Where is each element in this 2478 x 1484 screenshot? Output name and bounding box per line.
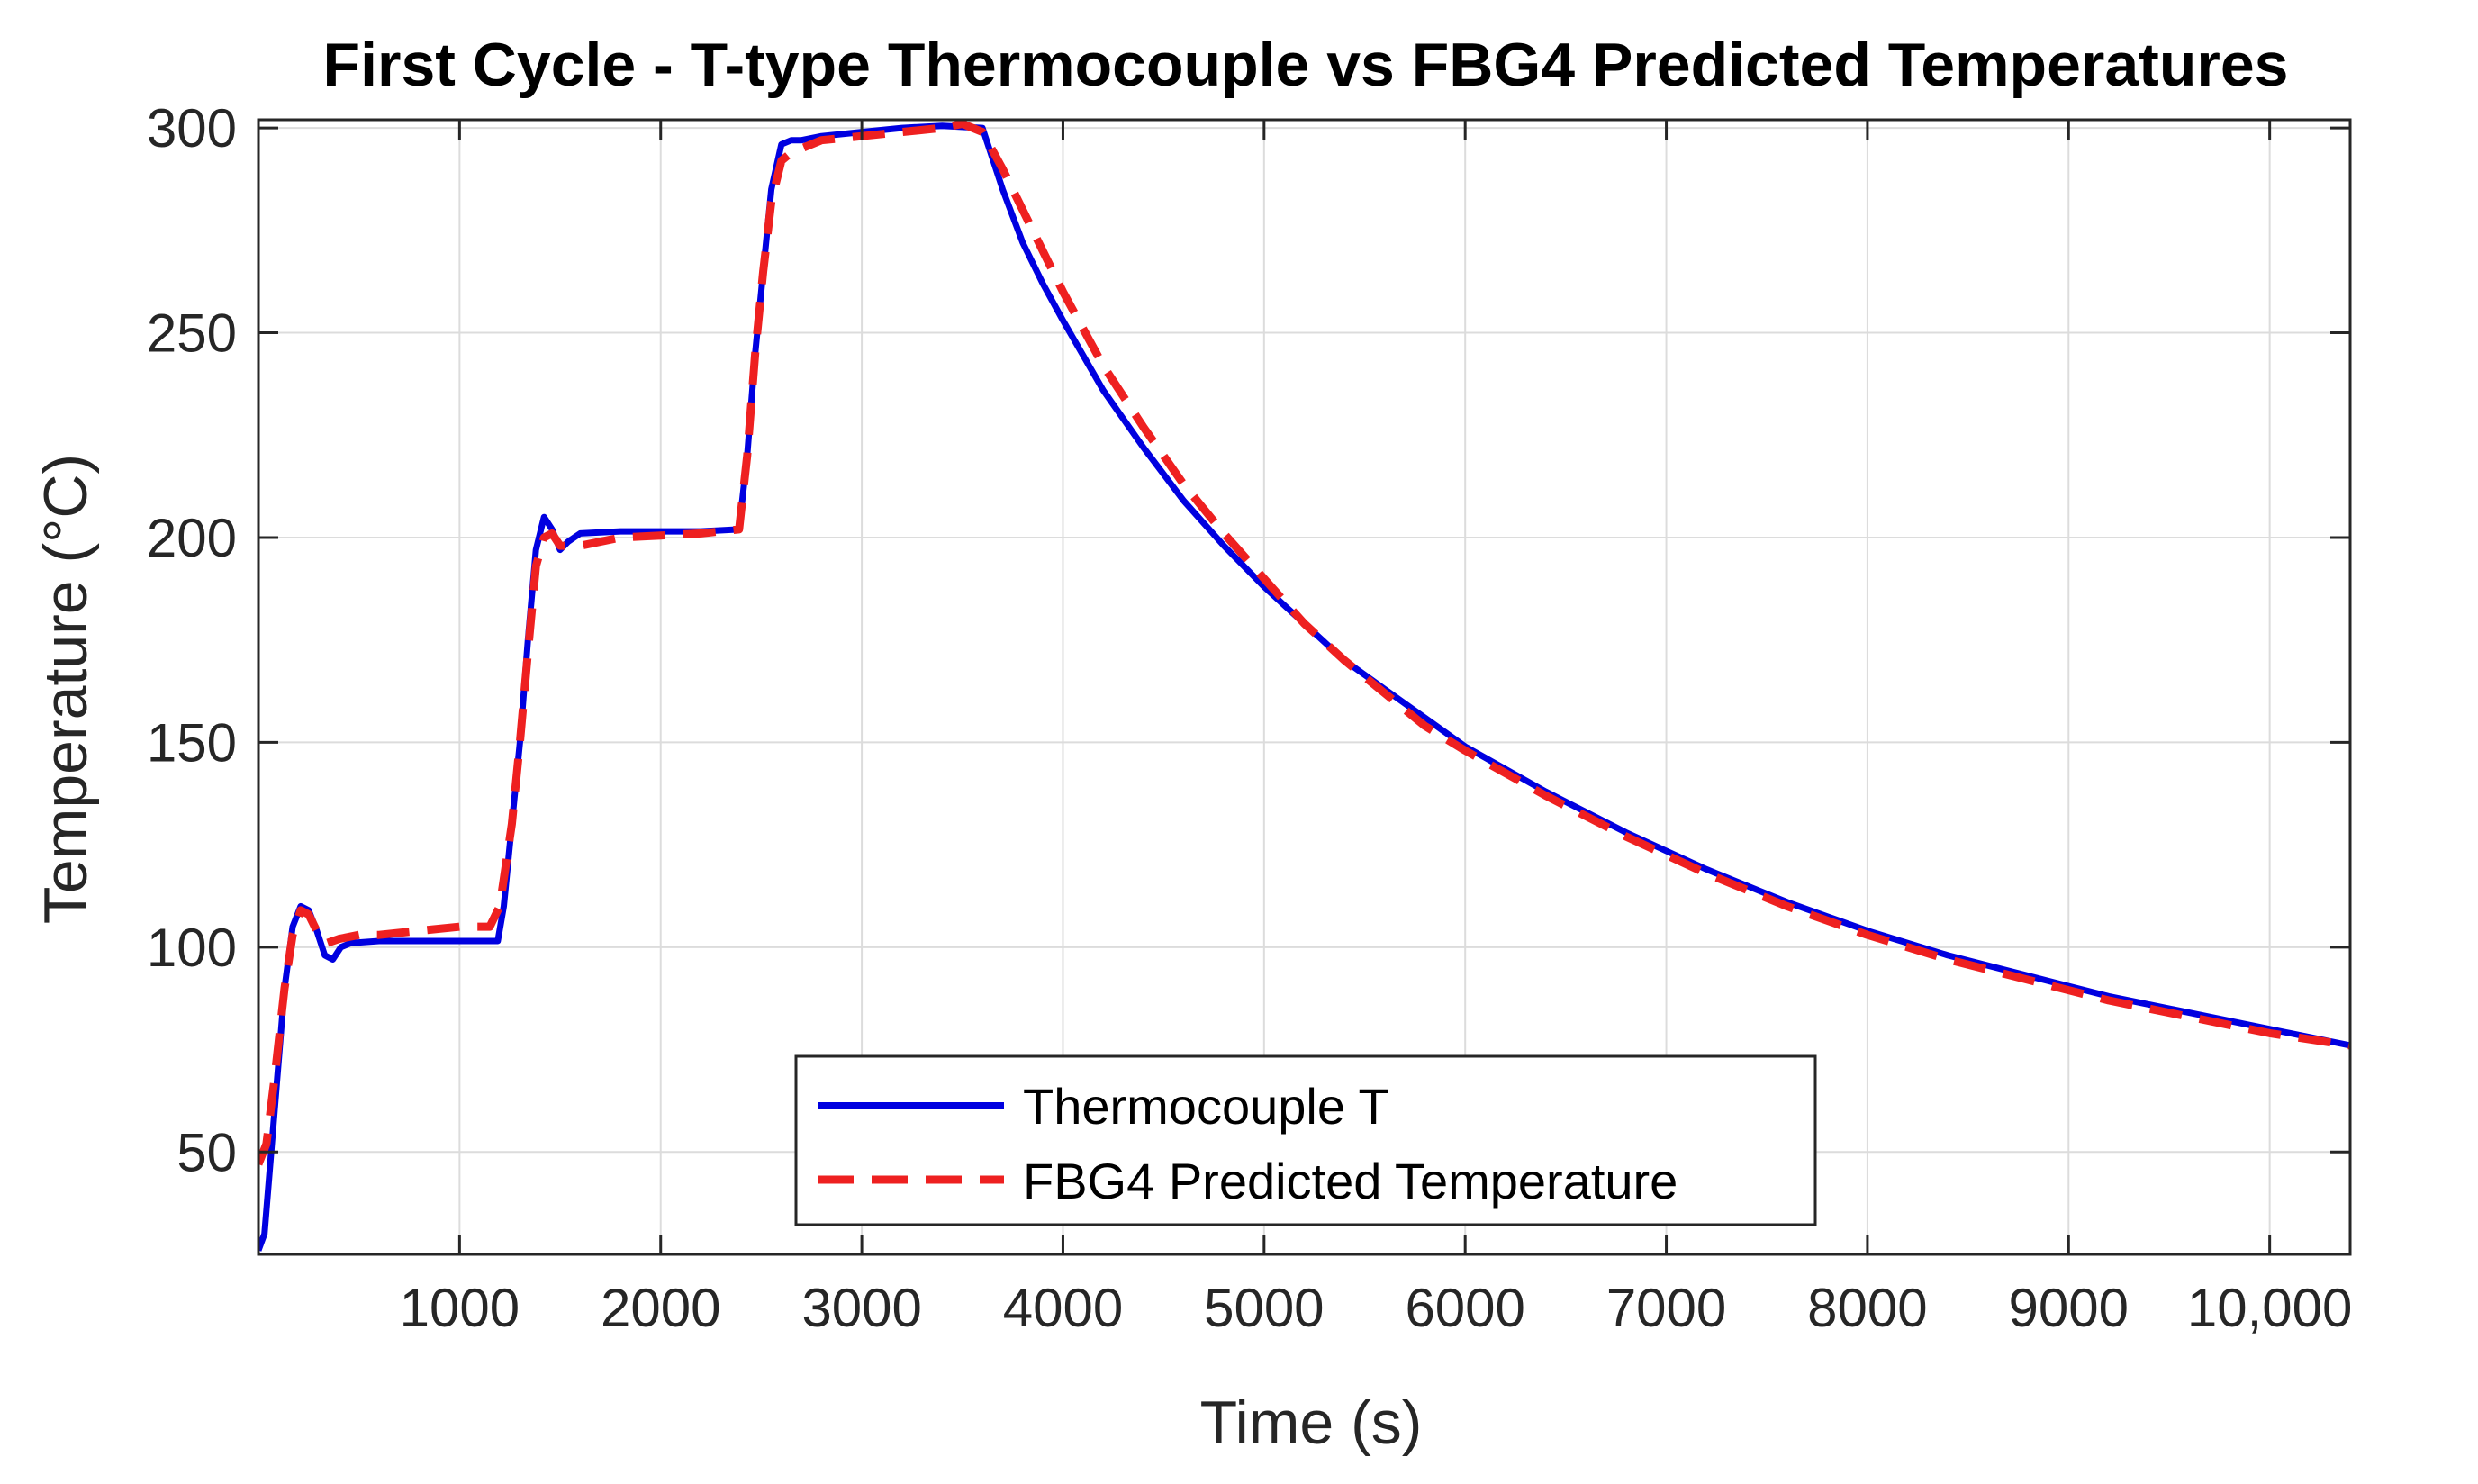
x-tick-label: 10,000 <box>2187 1278 2353 1338</box>
legend-label-fbg4: FBG4 Predicted Temperature <box>1023 1153 1678 1209</box>
y-tick-labels: 50 100 150 200 250 300 <box>147 98 237 1182</box>
x-tick-label: 7000 <box>1606 1278 1726 1338</box>
y-tick-label: 50 <box>176 1122 237 1182</box>
y-tick-label: 200 <box>147 508 237 568</box>
y-tick-label: 100 <box>147 918 237 978</box>
x-tick-label: 1000 <box>400 1278 520 1338</box>
x-tick-label: 2000 <box>601 1278 720 1338</box>
y-tick-label: 150 <box>147 712 237 773</box>
x-tick-label: 8000 <box>1807 1278 1927 1338</box>
y-axis-label: Temperature (°C) <box>32 454 100 924</box>
chart-title: First Cycle - T-type Thermocouple vs FBG… <box>323 31 2289 99</box>
y-tick-label: 300 <box>147 98 237 158</box>
axes <box>257 118 2352 1256</box>
y-tick-label: 250 <box>147 303 237 364</box>
axes-box <box>257 118 2352 1256</box>
x-axis-label: Time (s) <box>1200 1389 1423 1457</box>
legend: Thermocouple T FBG4 Predicted Temperatur… <box>794 1054 1817 1226</box>
x-tick-label: 3000 <box>801 1278 921 1338</box>
x-tick-label: 6000 <box>1405 1278 1524 1338</box>
legend-box <box>794 1054 1817 1226</box>
x-tick-label: 4000 <box>1003 1278 1123 1338</box>
series-line-fbg4 <box>258 120 2350 1166</box>
legend-label-thermocouple: Thermocouple T <box>1023 1078 1389 1135</box>
x-tick-labels: 1000 2000 3000 4000 5000 6000 7000 8000 9000 10,0… <box>400 1278 2353 1338</box>
x-tick-label: 5000 <box>1204 1278 1324 1338</box>
plot-lines <box>258 120 2350 1252</box>
x-tick-label: 9000 <box>2009 1278 2129 1338</box>
